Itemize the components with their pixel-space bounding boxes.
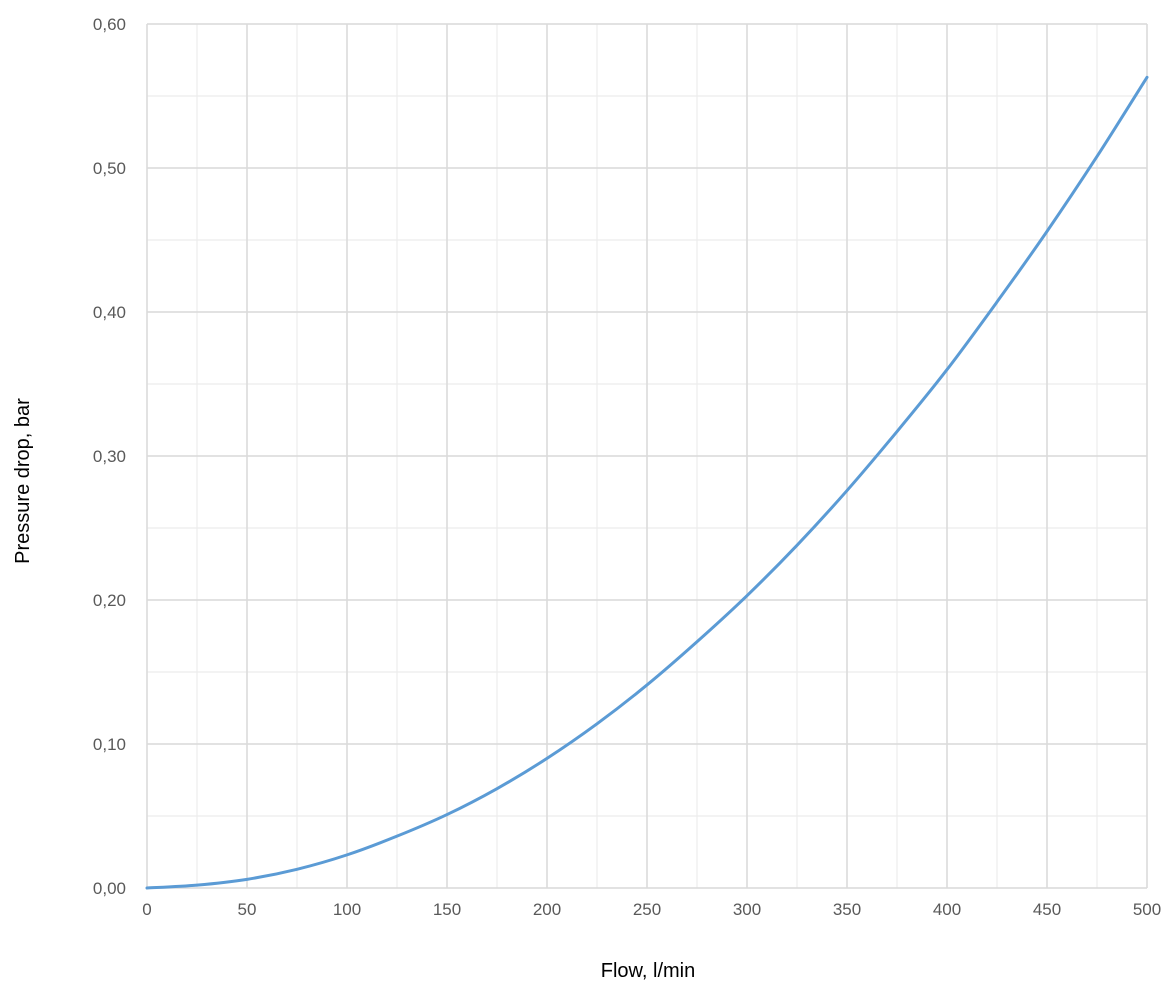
y-tick-label: 0,50 bbox=[93, 159, 126, 178]
y-tick-label: 0,00 bbox=[93, 879, 126, 898]
x-axis-title: Flow, l/min bbox=[601, 960, 695, 982]
y-tick-label: 0,60 bbox=[93, 15, 126, 34]
x-tick-label: 200 bbox=[533, 900, 561, 919]
x-tick-label: 100 bbox=[333, 900, 361, 919]
x-tick-label: 400 bbox=[933, 900, 961, 919]
x-axis-tick-labels: 0 50 100 150 200 250 300 350 400 450 500 bbox=[142, 900, 1161, 919]
y-tick-label: 0,10 bbox=[93, 735, 126, 754]
x-tick-label: 250 bbox=[633, 900, 661, 919]
series-line bbox=[145, 75, 1149, 890]
y-axis-title: Pressure drop, bar bbox=[12, 398, 34, 564]
x-tick-label: 450 bbox=[1033, 900, 1061, 919]
y-axis-tick-labels: 0,00 0,10 0,20 0,30 0,40 0,50 0,60 bbox=[93, 15, 126, 898]
x-tick-label: 350 bbox=[833, 900, 861, 919]
series-layer bbox=[145, 75, 1149, 890]
x-tick-label: 500 bbox=[1133, 900, 1161, 919]
y-tick-label: 0,20 bbox=[93, 591, 126, 610]
x-tick-label: 0 bbox=[142, 900, 151, 919]
x-tick-label: 300 bbox=[733, 900, 761, 919]
x-tick-label: 50 bbox=[238, 900, 257, 919]
y-tick-label: 0,30 bbox=[93, 447, 126, 466]
x-tick-label: 150 bbox=[433, 900, 461, 919]
y-tick-label: 0,40 bbox=[93, 303, 126, 322]
major-gridlines bbox=[146, 23, 1148, 889]
